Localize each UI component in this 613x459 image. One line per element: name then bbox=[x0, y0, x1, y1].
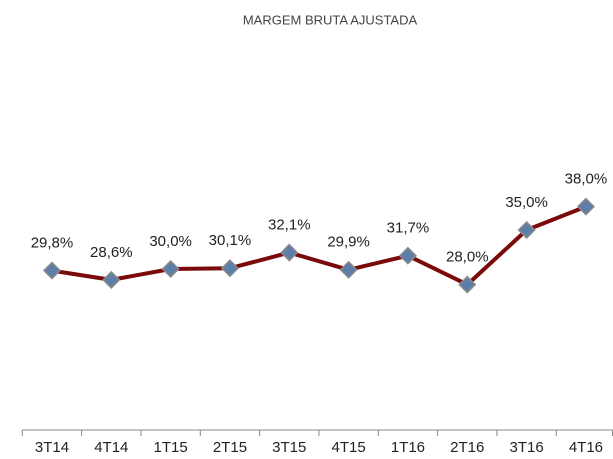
x-tick-label: 4T16 bbox=[569, 439, 603, 456]
value-label: 30,0% bbox=[149, 233, 192, 250]
x-tick-label: 4T14 bbox=[94, 439, 128, 456]
marker bbox=[398, 246, 418, 265]
value-label: 28,0% bbox=[446, 249, 489, 266]
x-tick-label: 3T14 bbox=[35, 439, 69, 456]
value-label: 30,1% bbox=[209, 232, 252, 249]
marker bbox=[102, 270, 121, 289]
x-tick-label: 3T15 bbox=[272, 439, 306, 456]
value-label: 29,9% bbox=[327, 234, 370, 251]
x-tick-label: 2T16 bbox=[450, 439, 484, 456]
value-label: 38,0% bbox=[565, 171, 608, 188]
x-tick-label: 3T16 bbox=[510, 439, 544, 456]
x-tick-label: 4T15 bbox=[332, 439, 366, 456]
marker bbox=[458, 275, 477, 294]
marker bbox=[280, 243, 299, 262]
marker bbox=[220, 259, 240, 278]
value-label: 31,7% bbox=[387, 220, 430, 237]
value-label: 29,8% bbox=[31, 235, 74, 252]
marker bbox=[517, 220, 536, 240]
marker bbox=[339, 260, 358, 279]
x-tick-label: 2T15 bbox=[213, 439, 247, 456]
value-label: 28,6% bbox=[90, 244, 133, 261]
marker bbox=[42, 261, 62, 280]
marker bbox=[576, 197, 595, 216]
x-tick-label: 1T16 bbox=[391, 439, 425, 456]
x-tick-label: 1T15 bbox=[154, 439, 188, 456]
chart-title: MARGEM BRUTA AJUSTADA bbox=[243, 12, 418, 27]
value-label: 32,1% bbox=[268, 217, 311, 234]
line bbox=[51, 204, 587, 287]
marker bbox=[161, 259, 180, 279]
value-label: 35,0% bbox=[505, 194, 548, 211]
